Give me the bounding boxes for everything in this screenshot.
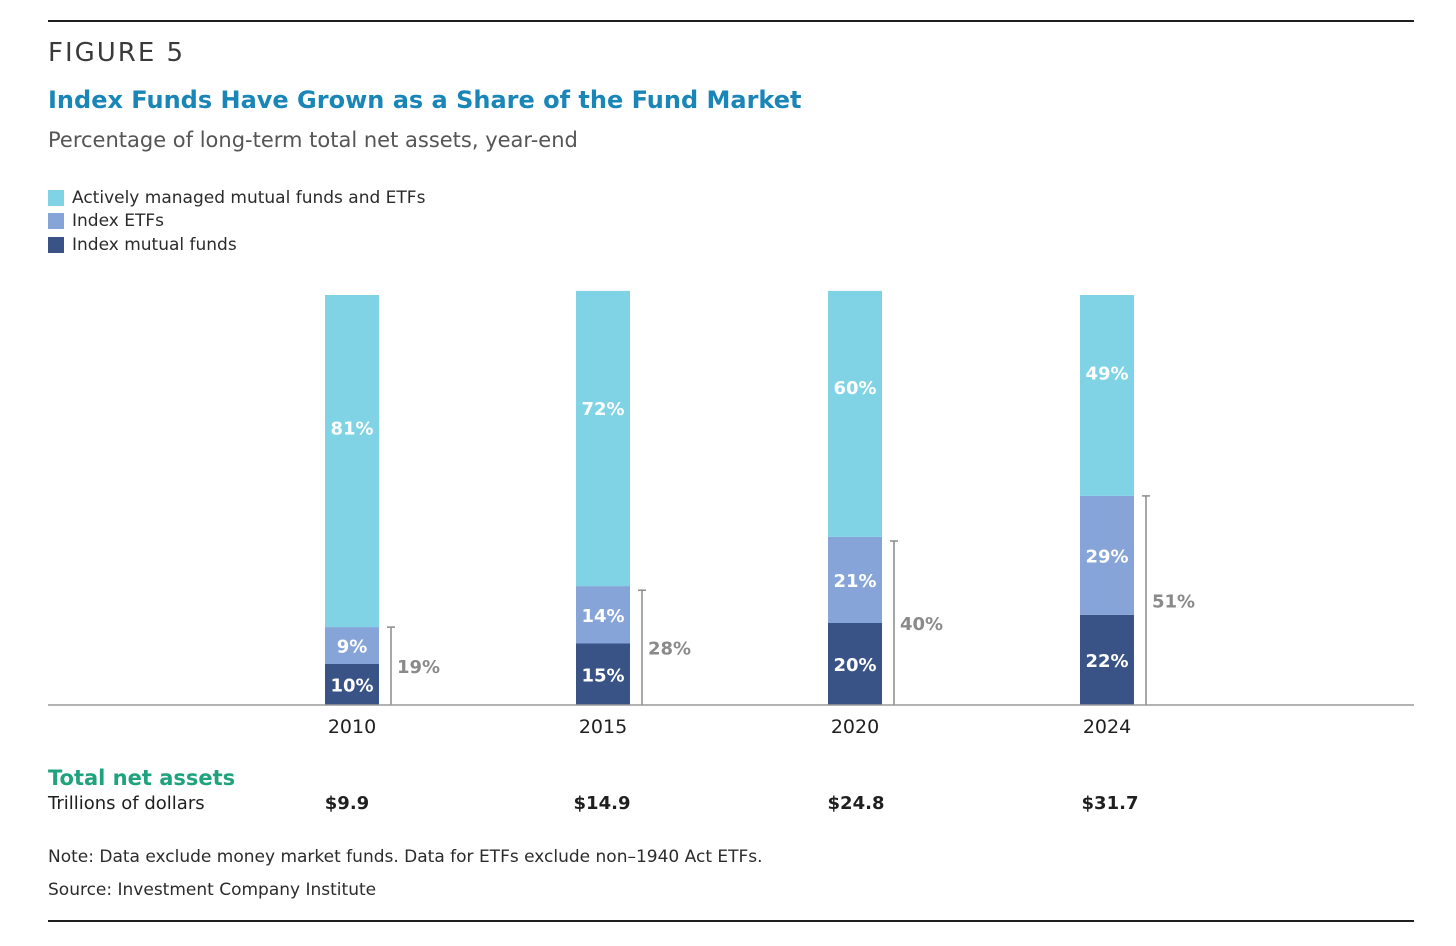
bar-index-etfs-2015 bbox=[576, 586, 630, 644]
chart-subtitle: Percentage of long-term total net assets… bbox=[48, 128, 578, 152]
bar-index-etfs-2010 bbox=[325, 627, 379, 664]
legend-label-index-etfs: Index ETFs bbox=[72, 211, 164, 232]
x-tick-label-2024: 2024 bbox=[1083, 716, 1131, 738]
data-label-active-2010: 81% bbox=[330, 418, 373, 439]
data-label-index-mutual-2010: 10% bbox=[330, 676, 373, 697]
total-value-2024: $31.7 bbox=[1081, 793, 1139, 814]
total-value-2020: $24.8 bbox=[827, 793, 885, 814]
legend-item-index-etfs: Index ETFs bbox=[48, 210, 425, 234]
stacked-bar-chart: 10% 9% 81% 19% 2010 15% 14% 72% 28% 2015 20% 21% 60%… bbox=[48, 290, 1414, 738]
data-label-index-mutual-2024: 22% bbox=[1085, 651, 1128, 672]
data-label-index-etfs-2010: 9% bbox=[337, 637, 368, 658]
data-label-active-2024: 49% bbox=[1085, 363, 1128, 384]
data-label-active-2020: 60% bbox=[833, 378, 876, 399]
data-label-index-mutual-2015: 15% bbox=[581, 665, 624, 686]
index-total-label-2015: 28% bbox=[648, 639, 691, 660]
legend: Actively managed mutual funds and ETFs I… bbox=[48, 186, 425, 257]
data-label-active-2015: 72% bbox=[581, 399, 624, 420]
data-label-index-mutual-2020: 20% bbox=[833, 655, 876, 676]
index-total-label-2024: 51% bbox=[1152, 591, 1195, 612]
legend-item-active: Actively managed mutual funds and ETFs bbox=[48, 186, 425, 210]
index-total-label-2020: 40% bbox=[900, 614, 943, 635]
source-text: Source: Investment Company Institute bbox=[48, 880, 377, 900]
data-label-index-etfs-2024: 29% bbox=[1085, 546, 1128, 567]
bar-index-mutual-2024 bbox=[1080, 614, 1134, 705]
legend-swatch-index-etfs bbox=[48, 213, 64, 230]
chart-title: Index Funds Have Grown as a Share of the… bbox=[48, 86, 802, 114]
total-value-2015: $14.9 bbox=[573, 793, 631, 814]
data-label-index-etfs-2020: 21% bbox=[833, 571, 876, 592]
bar-index-mutual-2010 bbox=[325, 664, 379, 705]
legend-swatch-index-mutual bbox=[48, 236, 64, 253]
legend-swatch-active bbox=[48, 189, 64, 206]
bar-active-2024 bbox=[1080, 295, 1134, 496]
bar-active-2015 bbox=[576, 290, 630, 587]
x-tick-label-2010: 2010 bbox=[328, 716, 376, 738]
x-tick-label-2015: 2015 bbox=[579, 716, 627, 738]
total-value-2010: $9.9 bbox=[324, 793, 370, 814]
bar-index-etfs-2024 bbox=[1080, 495, 1134, 615]
data-label-index-etfs-2015: 14% bbox=[581, 606, 624, 627]
bar-index-mutual-2015 bbox=[576, 643, 630, 705]
legend-label-active: Actively managed mutual funds and ETFs bbox=[72, 187, 426, 208]
legend-label-index-mutual: Index mutual funds bbox=[72, 234, 237, 255]
x-tick-label-2020: 2020 bbox=[831, 716, 879, 738]
totals-heading: Total net assets bbox=[48, 766, 236, 790]
note-text: Note: Data exclude money market funds. D… bbox=[48, 847, 763, 867]
totals-unit: Trillions of dollars bbox=[48, 793, 205, 814]
legend-item-index-mutual: Index mutual funds bbox=[48, 233, 425, 257]
bar-index-mutual-2020 bbox=[828, 623, 882, 705]
figure-label: FIGURE 5 bbox=[48, 38, 186, 68]
bar-active-2020 bbox=[828, 290, 882, 537]
bar-active-2010 bbox=[325, 295, 379, 628]
bottom-rule bbox=[48, 920, 1414, 922]
index-total-label-2010: 19% bbox=[397, 657, 440, 678]
bar-index-etfs-2020 bbox=[828, 536, 882, 623]
top-rule bbox=[48, 20, 1414, 22]
